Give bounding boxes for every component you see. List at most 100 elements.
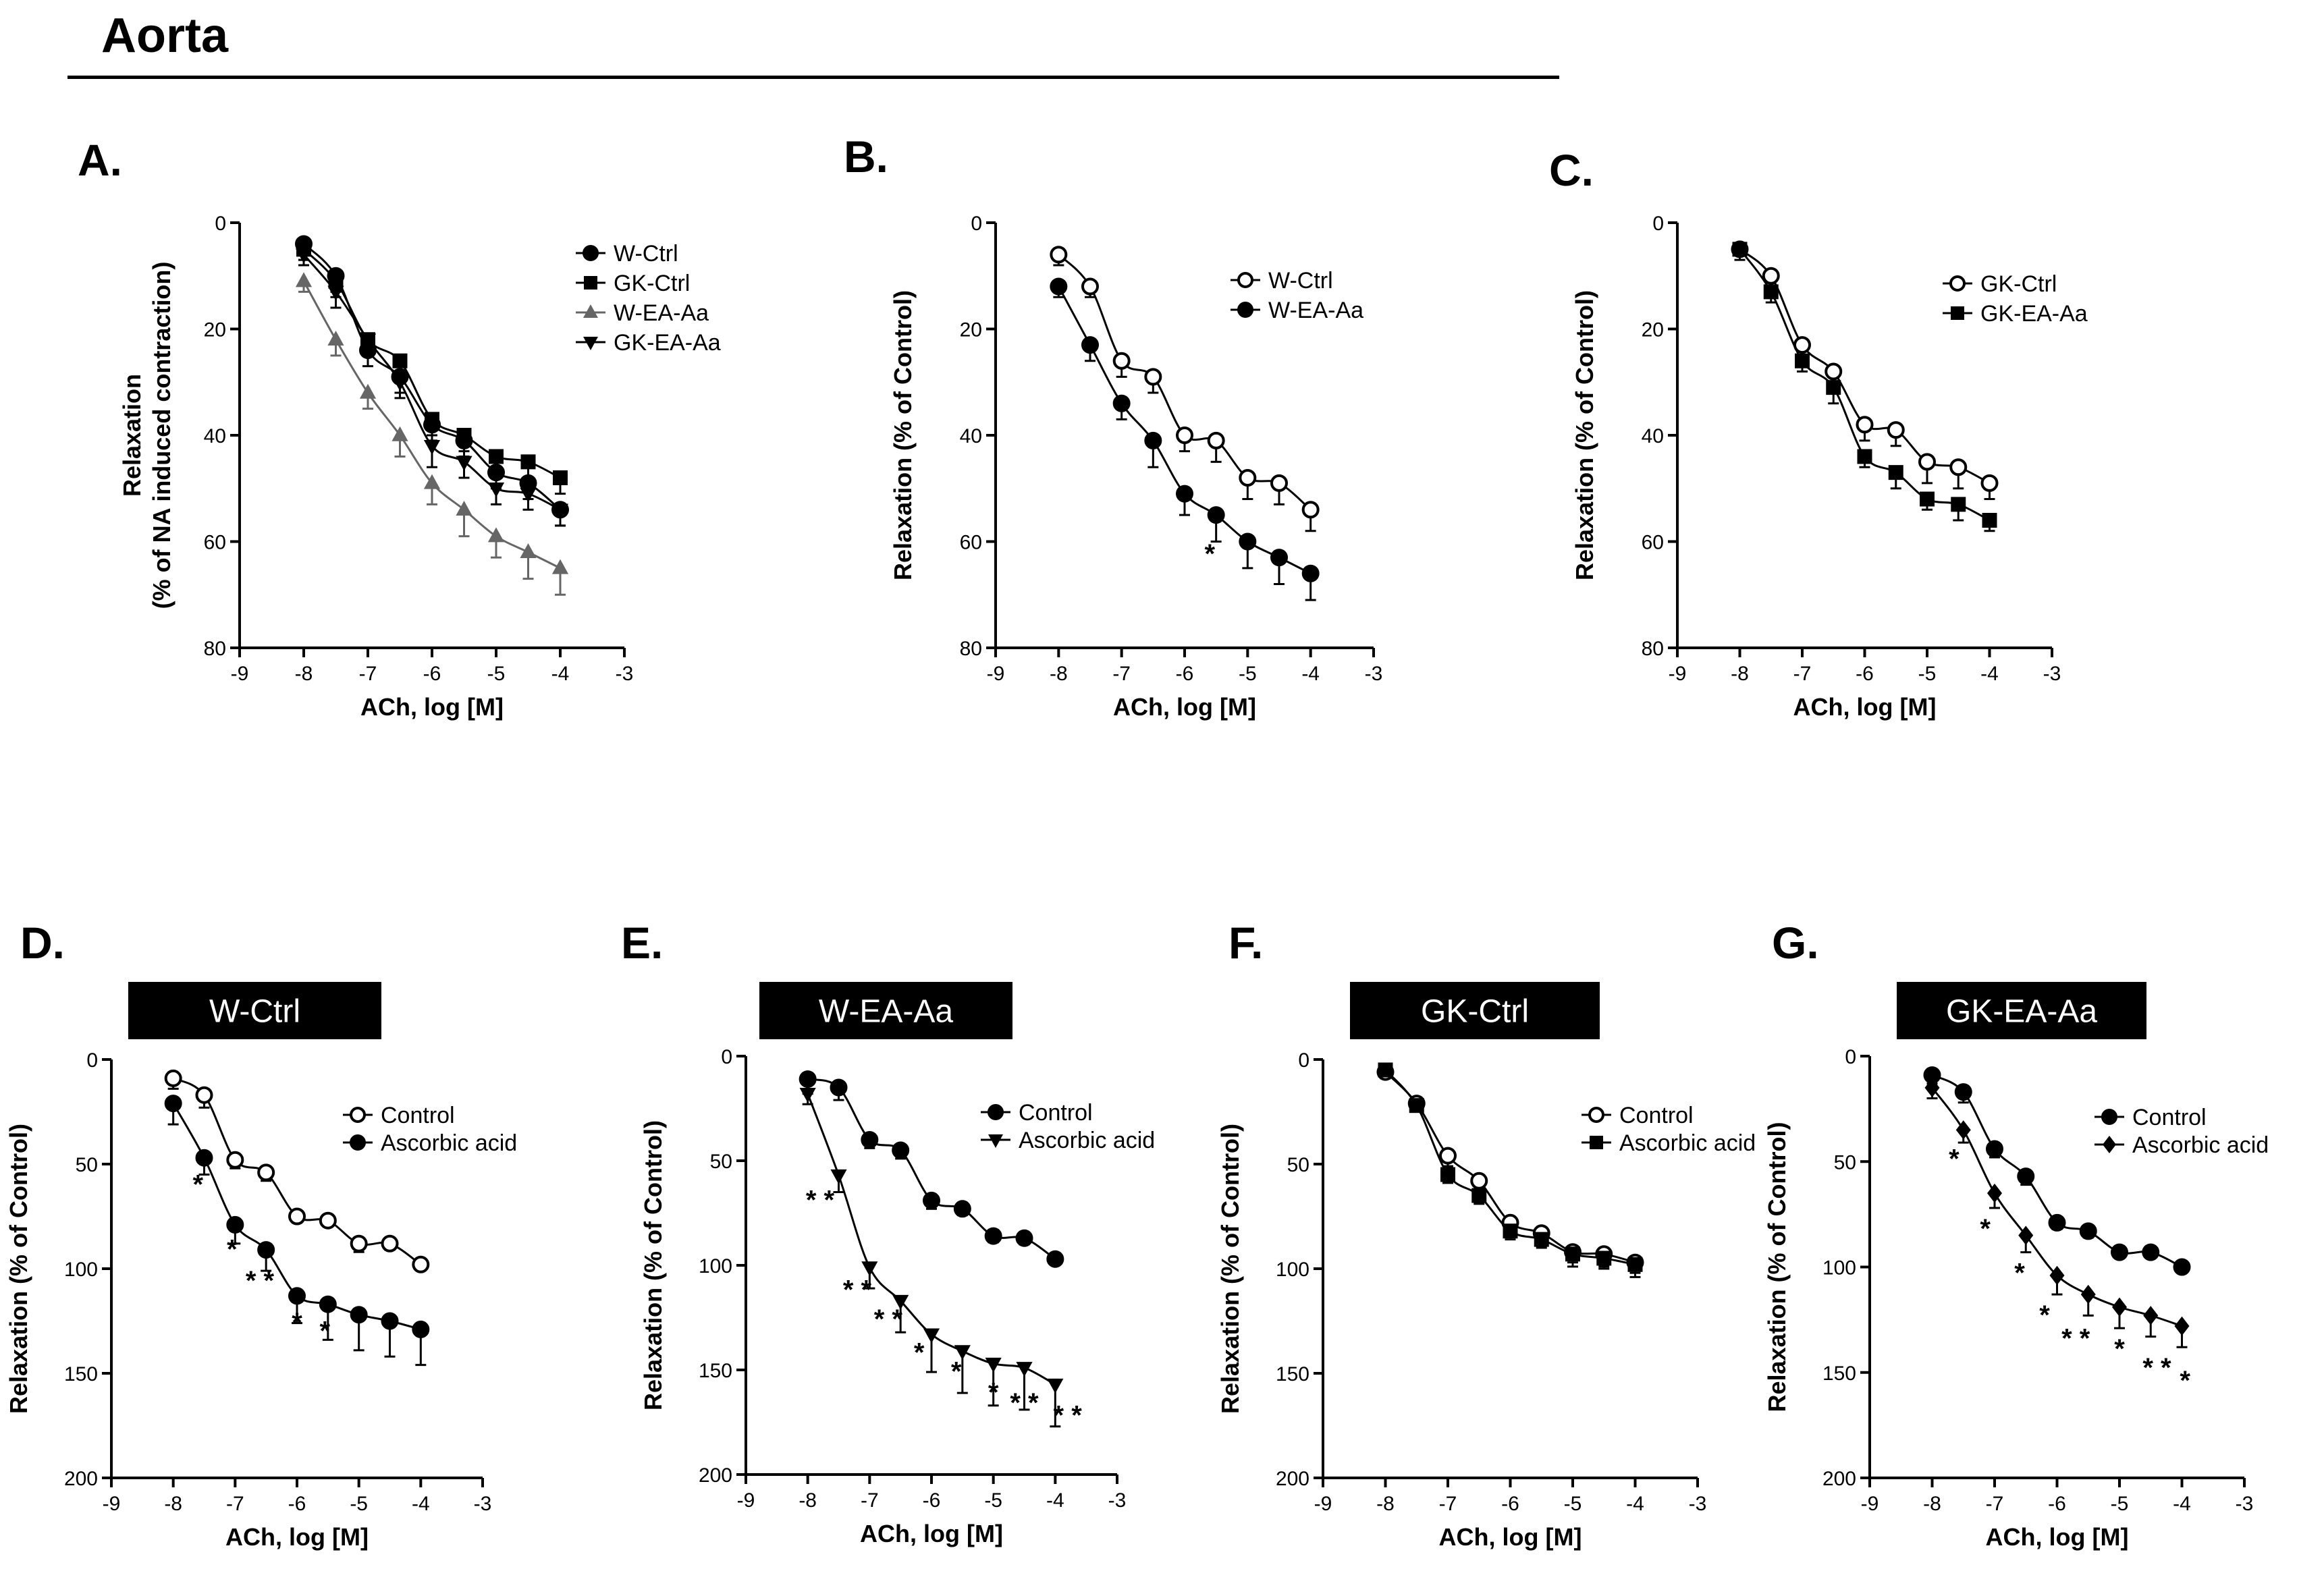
y-tick-label: 100 (1276, 1259, 1309, 1281)
y-tick-label: 60 (960, 532, 982, 554)
legend-marker (1949, 275, 1966, 292)
x-tick-label: -9 (231, 663, 249, 685)
legend-label: Ascorbic acid (381, 1130, 517, 1156)
data-point (412, 1255, 430, 1273)
y-tick-label: 50 (710, 1151, 732, 1173)
data-point (1795, 353, 1810, 368)
data-point (1239, 532, 1257, 551)
data-point (1112, 352, 1131, 370)
panel-label: D. (20, 918, 65, 968)
legend-marker (988, 1104, 1004, 1120)
group-title-box (759, 982, 1012, 1039)
data-point (295, 248, 313, 264)
series-w-ctrl (1050, 246, 1320, 532)
x-tick-label: -6 (923, 1489, 941, 1512)
data-point (288, 1287, 306, 1305)
legend-label: Control (381, 1103, 455, 1128)
series-control (1376, 1063, 1644, 1278)
data-point (1409, 1098, 1424, 1113)
data-point (412, 1320, 430, 1338)
x-tick-label: -7 (1112, 663, 1131, 685)
x-tick-label: -8 (164, 1493, 182, 1515)
y-tick-label: 200 (699, 1464, 732, 1487)
y-tick-label: 100 (699, 1255, 732, 1277)
data-point (1951, 497, 1966, 512)
data-point (164, 1095, 182, 1113)
data-point (1762, 267, 1780, 285)
y-tick-label: 150 (699, 1360, 732, 1382)
data-point (1239, 469, 1257, 487)
legend-marker (583, 337, 598, 350)
x-axis-label: ACh, log [M] (1793, 693, 1937, 721)
legend-marker (583, 304, 598, 318)
data-point (1378, 1062, 1393, 1078)
data-point (319, 1211, 337, 1230)
data-point (164, 1069, 182, 1087)
data-point (984, 1227, 1002, 1245)
data-point (1856, 416, 1874, 434)
y-tick-label: 40 (1642, 425, 1664, 447)
chart-panel-f: F. GK-Ctrl 0 50 100 150 200 -9 -8 -7 -6 -5 -4 -3 ACh, … (1216, 918, 1779, 1569)
significance-annotation: * (2180, 1366, 2190, 1396)
data-point (2018, 1226, 2034, 1245)
significance-annotation: * (2114, 1334, 2125, 1364)
data-point (954, 1345, 971, 1360)
legend-item: Control (1582, 1103, 1694, 1128)
y-axis-label: (% of NA induced contraction) (148, 262, 175, 609)
x-axis-label: ACh, log [M] (360, 693, 504, 721)
y-tick-label: 200 (1822, 1468, 1856, 1490)
legend-item: Control (343, 1103, 455, 1128)
data-point (1565, 1246, 1580, 1262)
x-tick-label: -8 (1923, 1493, 1941, 1515)
legend-item: Ascorbic acid (343, 1130, 517, 1156)
y-tick-label: 50 (1834, 1151, 1856, 1174)
data-point (2111, 1243, 2128, 1261)
x-tick-label: -9 (737, 1489, 755, 1512)
data-point (425, 412, 439, 427)
x-tick-label: -4 (1301, 663, 1320, 685)
legend-label: GK-EA-Aa (1980, 301, 2088, 327)
series-control (799, 1070, 1064, 1268)
data-point (489, 449, 504, 464)
legend-item: GK-Ctrl (1943, 271, 2057, 297)
legend-label: GK-Ctrl (614, 271, 690, 296)
data-point (892, 1141, 910, 1159)
data-point (1825, 362, 1843, 381)
data-point (1920, 491, 1935, 507)
legend-marker (1588, 1107, 1604, 1123)
data-point (1732, 242, 1748, 257)
data-point (1596, 1250, 1612, 1266)
y-tick-label: 50 (76, 1154, 98, 1176)
y-tick-label: 20 (204, 319, 226, 341)
legend-item: W-EA-Aa (1231, 298, 1363, 323)
data-point (257, 1163, 275, 1182)
legend-marker (350, 1107, 366, 1123)
significance-annotation: * (2014, 1258, 2025, 1288)
data-point (1081, 336, 1099, 354)
group-title-box (1350, 982, 1600, 1039)
y-tick-label: 0 (215, 213, 226, 235)
x-tick-label: -3 (2236, 1493, 2254, 1515)
chart-svg: D. W-Ctrl 0 50 100 150 200-9 -8 -7 -6 -5 -4 -3 ACh, l… (5, 918, 517, 1551)
y-tick-label: 100 (64, 1259, 98, 1281)
x-tick-label: -8 (799, 1489, 817, 1512)
x-tick-label: -8 (1376, 1493, 1395, 1515)
x-tick-label: -7 (1793, 663, 1812, 685)
series-gk-ea-aa (1732, 242, 1997, 532)
data-point (985, 1357, 1002, 1373)
x-tick-label: -9 (987, 663, 1005, 685)
data-point (1176, 426, 1193, 444)
data-point (1982, 513, 1997, 528)
data-point (328, 273, 344, 289)
data-point (1015, 1229, 1033, 1247)
data-point (423, 474, 441, 489)
legend-item: Control (981, 1100, 1093, 1126)
group-title-box (1897, 982, 2146, 1039)
y-axis-label: Relaxation (% of Control) (889, 290, 917, 580)
y-tick-label: 40 (204, 425, 226, 447)
data-point (1016, 1362, 1033, 1377)
data-point (456, 501, 472, 516)
data-point (861, 1261, 878, 1277)
significance-annotation: * (227, 1235, 238, 1265)
x-tick-label: -8 (295, 663, 313, 685)
